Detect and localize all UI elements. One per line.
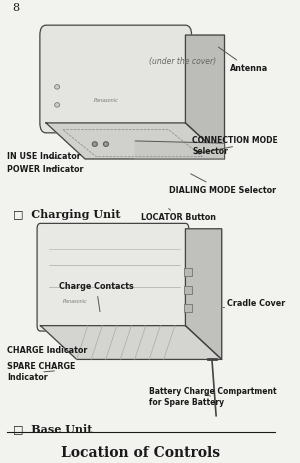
Text: Panasonic: Panasonic <box>93 98 118 103</box>
Polygon shape <box>185 35 224 159</box>
Text: Cradle Cover: Cradle Cover <box>223 299 286 307</box>
Bar <box>184 286 192 294</box>
Ellipse shape <box>92 142 97 146</box>
Text: Location of Controls: Location of Controls <box>61 446 220 460</box>
Bar <box>184 268 192 276</box>
FancyBboxPatch shape <box>37 223 189 331</box>
Text: Battery Charge Compartment
for Spare Battery: Battery Charge Compartment for Spare Bat… <box>149 388 277 407</box>
Text: Charge Contacts: Charge Contacts <box>59 282 134 312</box>
FancyBboxPatch shape <box>40 25 192 133</box>
Text: DIALING MODE Selector: DIALING MODE Selector <box>169 174 276 195</box>
Text: LOCATOR Button: LOCATOR Button <box>141 208 216 222</box>
Polygon shape <box>185 229 222 359</box>
Text: Antenna: Antenna <box>218 47 268 73</box>
Text: □  Base Unit: □ Base Unit <box>13 423 92 434</box>
Text: Panasonic: Panasonic <box>63 299 88 304</box>
Polygon shape <box>40 325 222 359</box>
Text: CHARGE Indicator: CHARGE Indicator <box>7 346 87 355</box>
Bar <box>184 304 192 312</box>
Ellipse shape <box>55 103 60 107</box>
Polygon shape <box>46 123 224 159</box>
Ellipse shape <box>55 85 60 89</box>
Text: POWER Indicator: POWER Indicator <box>7 165 83 174</box>
Text: 8: 8 <box>13 3 20 13</box>
Text: SPARE CHARGE
Indicator: SPARE CHARGE Indicator <box>7 363 75 382</box>
Text: (under the cover): (under the cover) <box>149 56 216 66</box>
Text: □  Charging Unit: □ Charging Unit <box>13 208 120 219</box>
Text: CONNECTION MODE
Selector: CONNECTION MODE Selector <box>192 137 278 156</box>
Ellipse shape <box>103 142 109 146</box>
Text: IN USE Indicator: IN USE Indicator <box>7 152 81 161</box>
Polygon shape <box>135 141 224 159</box>
